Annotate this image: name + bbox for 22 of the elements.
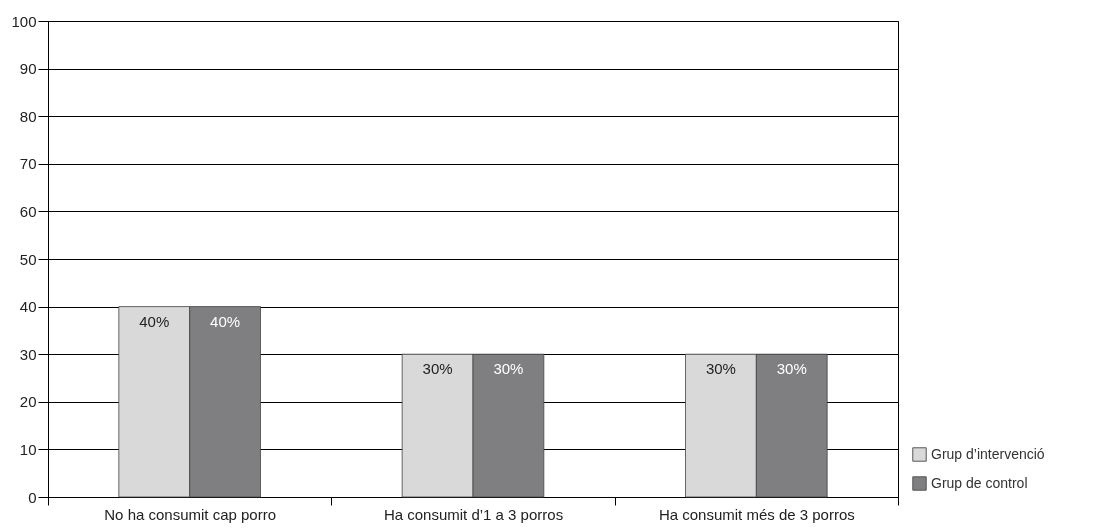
y-tick-label: 10 <box>19 440 37 458</box>
y-tick-label: 40 <box>19 298 37 316</box>
y-tick-label: 60 <box>19 202 37 220</box>
data-label: 30% <box>776 360 807 378</box>
x-tick-label: Ha consumit d’1 a 3 porros <box>383 505 564 523</box>
data-label: 30% <box>493 360 524 378</box>
y-tick-label: 30 <box>19 345 37 363</box>
data-label: 40% <box>139 312 170 330</box>
legend-label: Grup d’intervenció <box>931 445 1045 462</box>
y-tick-label: 0 <box>28 488 37 506</box>
y-tick-label: 90 <box>19 60 37 78</box>
data-label: 30% <box>422 360 453 378</box>
y-tick-label: 80 <box>19 107 37 125</box>
legend-label: Grup de control <box>931 474 1028 491</box>
data-label: 40% <box>210 312 241 330</box>
y-tick-label: 70 <box>19 155 37 173</box>
y-tick-label: 50 <box>19 250 37 268</box>
y-tick-label: 100 <box>11 12 37 30</box>
data-label: 30% <box>705 360 736 378</box>
y-tick-label: 20 <box>19 393 37 411</box>
x-tick-label: No ha consumit cap porro <box>104 505 277 523</box>
x-tick-label: Ha consumit més de 3 porros <box>658 505 855 523</box>
